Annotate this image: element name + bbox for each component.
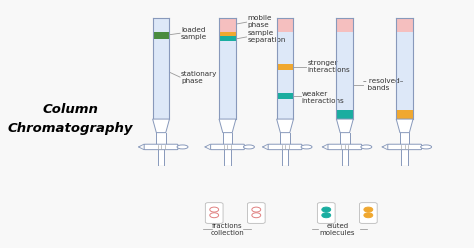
- Bar: [277, 18, 293, 119]
- Ellipse shape: [177, 145, 188, 149]
- Bar: [337, 110, 353, 119]
- PathPatch shape: [277, 119, 293, 133]
- Bar: [396, 18, 413, 31]
- Text: fractions
collection: fractions collection: [210, 223, 245, 236]
- Text: – resolved–
  bands: – resolved– bands: [364, 78, 404, 91]
- FancyBboxPatch shape: [210, 144, 245, 150]
- Bar: [219, 18, 236, 31]
- FancyBboxPatch shape: [205, 203, 223, 223]
- PathPatch shape: [219, 119, 236, 133]
- Ellipse shape: [244, 145, 255, 149]
- Text: Column
Chromatography: Column Chromatography: [8, 103, 133, 135]
- FancyBboxPatch shape: [388, 144, 421, 150]
- Bar: [342, 149, 348, 165]
- Bar: [277, 63, 293, 70]
- FancyBboxPatch shape: [247, 203, 265, 223]
- Bar: [153, 18, 170, 119]
- FancyBboxPatch shape: [144, 144, 178, 150]
- Text: sample
separation: sample separation: [247, 30, 286, 43]
- Text: mobile
phase: mobile phase: [247, 15, 272, 28]
- Circle shape: [322, 207, 331, 212]
- Bar: [277, 93, 293, 99]
- Bar: [282, 149, 288, 165]
- PathPatch shape: [396, 119, 413, 133]
- Bar: [158, 149, 164, 165]
- Bar: [400, 133, 410, 146]
- FancyBboxPatch shape: [328, 144, 362, 150]
- Circle shape: [364, 213, 373, 218]
- Bar: [153, 31, 170, 39]
- Bar: [219, 36, 236, 41]
- Bar: [401, 149, 408, 165]
- FancyBboxPatch shape: [318, 203, 335, 223]
- Bar: [219, 31, 236, 36]
- Ellipse shape: [301, 145, 312, 149]
- Text: eluted
molecules: eluted molecules: [319, 223, 355, 236]
- FancyBboxPatch shape: [268, 144, 302, 150]
- Ellipse shape: [420, 145, 432, 149]
- Bar: [223, 133, 232, 146]
- Bar: [396, 18, 413, 119]
- FancyBboxPatch shape: [359, 203, 377, 223]
- Bar: [224, 149, 231, 165]
- Bar: [277, 18, 293, 31]
- Circle shape: [364, 207, 373, 212]
- Ellipse shape: [361, 145, 372, 149]
- Text: stronger
interactions: stronger interactions: [307, 60, 350, 73]
- Bar: [280, 133, 290, 146]
- Bar: [337, 18, 353, 119]
- Bar: [337, 18, 353, 31]
- Text: stationary
phase: stationary phase: [181, 71, 218, 84]
- Bar: [219, 18, 236, 119]
- PathPatch shape: [337, 119, 353, 133]
- Bar: [396, 110, 413, 119]
- PathPatch shape: [153, 119, 170, 133]
- Text: weaker
interactions: weaker interactions: [301, 91, 344, 104]
- Bar: [340, 133, 349, 146]
- Text: loaded
sample: loaded sample: [181, 27, 207, 40]
- Bar: [156, 133, 166, 146]
- Circle shape: [322, 213, 331, 218]
